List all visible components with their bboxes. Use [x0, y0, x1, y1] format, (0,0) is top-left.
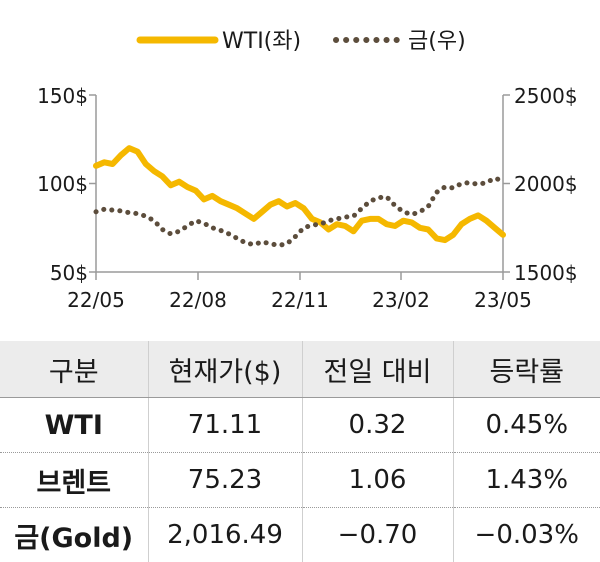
y-left-tick-label: 150$ [37, 84, 88, 108]
price-chart: WTI(좌) 금(우) 150$ 100$ 50$ 2500$ 2000$ 15… [0, 0, 600, 330]
row-label: 브렌트 [0, 453, 148, 508]
y-right-tick-label: 2000$ [514, 172, 578, 196]
x-tick-label: 23/05 [474, 288, 532, 312]
table-row: WTI 71.11 0.32 0.45% [0, 398, 600, 453]
cell-change-rate: 0.45% [453, 398, 600, 453]
y-right-tick-label: 1500$ [514, 261, 578, 285]
plot-area [96, 148, 503, 245]
price-table: 구분 현재가($) 전일 대비 등락률 WTI 71.11 0.32 0.45%… [0, 341, 600, 562]
header-current-price: 현재가($) [148, 341, 302, 398]
x-tick-label: 22/11 [271, 288, 329, 312]
x-tick-label: 23/02 [372, 288, 430, 312]
cell-current-price: 2,016.49 [148, 508, 302, 562]
x-tick-label: 22/05 [67, 288, 125, 312]
table-row: 금(Gold) 2,016.49 −0.70 −0.03% [0, 508, 600, 562]
cell-change: −0.70 [302, 508, 453, 562]
legend-gold-label: 금(우) [408, 29, 466, 54]
x-tick-label: 22/08 [169, 288, 227, 312]
gold-series-line [96, 178, 503, 245]
y-left-tick-label: 50$ [50, 261, 88, 285]
cell-change: 1.06 [302, 453, 453, 508]
legend: WTI(좌) 금(우) [140, 29, 466, 54]
cell-current-price: 71.11 [148, 398, 302, 453]
cell-current-price: 75.23 [148, 453, 302, 508]
row-label: 금(Gold) [0, 508, 148, 562]
y-left-tick-label: 100$ [37, 172, 88, 196]
table-header-row: 구분 현재가($) 전일 대비 등락률 [0, 341, 600, 398]
cell-change-rate: −0.03% [453, 508, 600, 562]
cell-change-rate: 1.43% [453, 453, 600, 508]
cell-change: 0.32 [302, 398, 453, 453]
row-label: WTI [0, 398, 148, 453]
y-right-tick-label: 2500$ [514, 84, 578, 108]
legend-wti-label: WTI(좌) [222, 29, 301, 54]
header-change: 전일 대비 [302, 341, 453, 398]
header-change-rate: 등락률 [453, 341, 600, 398]
header-category: 구분 [0, 341, 148, 398]
table-row: 브렌트 75.23 1.06 1.43% [0, 453, 600, 508]
